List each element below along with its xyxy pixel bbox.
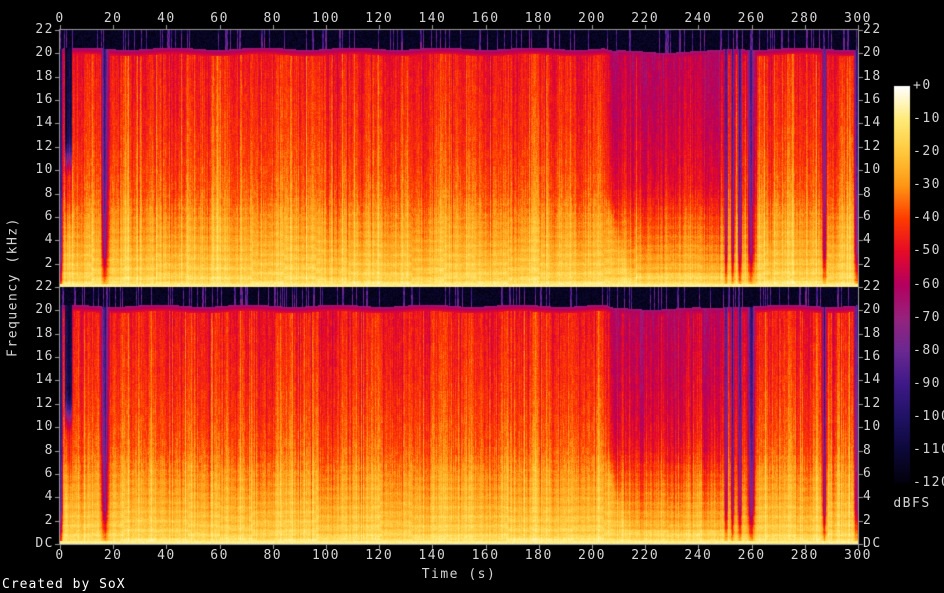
time-tick-label-top: 220 <box>631 11 660 26</box>
freq-tick-label-left: 22 <box>35 279 54 294</box>
freq-tick-label-left: 8 <box>44 185 54 201</box>
time-tick-label-bottom: 120 <box>365 548 394 563</box>
time-tick-label-bottom: 0 <box>55 548 65 563</box>
freq-tick-label-left: 18 <box>35 68 54 84</box>
time-tick-label-bottom: 20 <box>103 548 123 563</box>
colorbar-tick-label: -10 <box>913 111 941 127</box>
freq-tick-label-left: 4 <box>44 232 54 248</box>
freq-tick-label-left: 6 <box>44 208 54 224</box>
freq-tick-label-left: 22 <box>35 22 54 37</box>
freq-tick-label-right: 18 <box>863 68 882 84</box>
colorbar-tick-label: -90 <box>913 375 941 391</box>
freq-tick-label-right: 12 <box>863 395 882 411</box>
freq-tick-label-right: 22 <box>863 22 882 37</box>
freq-tick-label-right: 14 <box>863 115 882 131</box>
time-tick-label-top: 20 <box>103 11 123 26</box>
colorbar-tick-label: -70 <box>913 309 941 325</box>
colorbar-tick-label: +0 <box>913 78 932 93</box>
freq-tick-label-left: 6 <box>44 465 54 481</box>
freq-tick-label-right: 20 <box>863 45 882 61</box>
freq-tick-label-right: 4 <box>863 489 873 505</box>
freq-tick-label-left: 16 <box>35 92 54 108</box>
freq-tick-label-right: 20 <box>863 302 882 318</box>
freq-tick-label-right: 2 <box>863 512 873 528</box>
freq-tick-label-right: 6 <box>863 465 873 481</box>
time-tick-label-top: 160 <box>471 11 500 26</box>
freq-tick-label-left: 20 <box>35 45 54 61</box>
freq-tick-label-right: 10 <box>863 162 882 178</box>
freq-tick-label-right: 6 <box>863 208 873 224</box>
colorbar-title: dBFS <box>893 496 931 511</box>
time-tick-label-bottom: 60 <box>210 548 229 563</box>
time-tick-label-top: 280 <box>790 11 819 26</box>
time-tick-label-top: 240 <box>684 11 713 26</box>
freq-tick-label-right: 12 <box>863 138 882 154</box>
time-tick-label-bottom: 40 <box>157 548 176 563</box>
x-axis-title: Time (s) <box>421 567 497 582</box>
y-axis-title: Frequency (kHz) <box>5 217 21 357</box>
freq-tick-label-left: 8 <box>44 442 54 458</box>
colorbar-tick-label: -30 <box>913 177 941 193</box>
freq-tick-label-left: 18 <box>35 325 54 341</box>
freq-tick-label-right: 4 <box>863 232 873 248</box>
freq-tick-label-left: 14 <box>35 115 54 131</box>
time-tick-label-top: 80 <box>263 11 283 26</box>
freq-tick-label-right: 14 <box>863 372 882 388</box>
time-tick-label-top: 260 <box>737 11 766 26</box>
freq-tick-label-left-dc: DC <box>35 536 54 551</box>
credit-text: Created by SoX <box>2 577 126 592</box>
freq-tick-label-right: 8 <box>863 442 873 458</box>
time-tick-label-bottom: 180 <box>524 548 553 563</box>
colorbar-tick-label: -100 <box>913 408 944 424</box>
freq-tick-label-right: 2 <box>863 255 873 271</box>
freq-tick-label-left: 4 <box>44 489 54 505</box>
freq-tick-label-right: 8 <box>863 185 873 201</box>
freq-tick-label-left: 10 <box>35 419 54 435</box>
freq-tick-label-left: 16 <box>35 349 54 365</box>
freq-tick-label-right: 22 <box>863 279 882 294</box>
freq-tick-label-left: 14 <box>35 372 54 388</box>
freq-tick-label-left: 12 <box>35 138 54 154</box>
time-tick-label-bottom: 300 <box>844 548 872 563</box>
time-tick-label-top: 140 <box>418 11 447 26</box>
freq-tick-label-left: 10 <box>35 162 54 178</box>
time-tick-label-top: 0 <box>55 11 65 26</box>
time-tick-label-bottom: 240 <box>684 548 713 563</box>
time-tick-label-bottom: 220 <box>631 548 660 563</box>
time-tick-label-top: 300 <box>844 11 872 26</box>
colorbar-tick-label: -20 <box>913 144 941 160</box>
colorbar-tick-label: -60 <box>913 276 941 292</box>
time-tick-label-bottom: 100 <box>312 548 340 563</box>
time-tick-label-top: 60 <box>210 11 229 26</box>
time-tick-label-bottom: 260 <box>737 548 766 563</box>
time-tick-label-top: 40 <box>157 11 176 26</box>
colorbar-tick-label: -80 <box>913 342 941 358</box>
colorbar-tick-label: -120 <box>913 475 944 490</box>
colorbar-tick-label: -110 <box>913 441 944 457</box>
time-tick-label-top: 180 <box>524 11 553 26</box>
colorbar-tick-label: -40 <box>913 210 941 226</box>
freq-tick-label-right: 18 <box>863 325 882 341</box>
freq-tick-label-right: 16 <box>863 92 882 108</box>
freq-tick-label-left: 20 <box>35 302 54 318</box>
colorbar-tick-label: -50 <box>913 243 941 259</box>
time-tick-label-top: 200 <box>578 11 606 26</box>
freq-tick-label-right-dc: DC <box>863 536 882 551</box>
freq-tick-label-left: 2 <box>44 255 54 271</box>
time-tick-label-top: 100 <box>312 11 340 26</box>
time-tick-label-bottom: 280 <box>790 548 819 563</box>
time-tick-label-top: 120 <box>365 11 394 26</box>
freq-tick-label-left: 2 <box>44 512 54 528</box>
freq-tick-label-right: 10 <box>863 419 882 435</box>
time-tick-label-bottom: 160 <box>471 548 500 563</box>
time-tick-label-bottom: 140 <box>418 548 447 563</box>
time-tick-label-bottom: 80 <box>263 548 283 563</box>
freq-tick-label-right: 16 <box>863 349 882 365</box>
freq-tick-label-left: 12 <box>35 395 54 411</box>
time-tick-label-bottom: 200 <box>578 548 606 563</box>
